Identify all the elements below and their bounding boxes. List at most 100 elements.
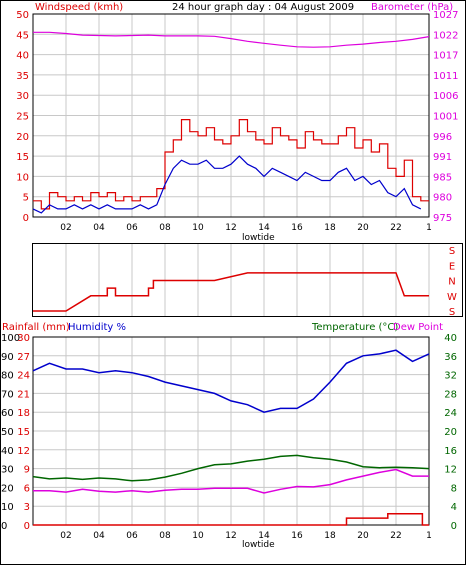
windspeed-tick-label: 0 xyxy=(23,213,29,224)
barometer-tick-label: 996 xyxy=(433,132,452,143)
rain-tick-label: 3 xyxy=(24,502,30,513)
windspeed-tick-label: 30 xyxy=(16,91,29,102)
windspeed-ticks: 0 5 10 15 20 25 30 35 40 45 50 xyxy=(16,10,29,224)
temp-x-tick-label: 02 xyxy=(60,531,71,541)
barometer-axis-label: Barometer (hPa) xyxy=(371,2,453,13)
temp-x-tick-label: 10 xyxy=(192,531,204,541)
wind-x-tick-label: 06 xyxy=(126,223,138,233)
rain-tick-label: 0 xyxy=(24,521,30,532)
temperature-tick-label: 16 xyxy=(444,446,457,457)
temp-x-tick-label: 06 xyxy=(126,531,138,541)
wind-x-tick-label: 18 xyxy=(324,223,336,233)
temp-x-tick-label: 1 xyxy=(426,531,432,541)
windspeed-axis-label: Windspeed (kmh) xyxy=(35,2,123,13)
rain-tick-label: 27 xyxy=(17,352,30,363)
wind-x-tick-label: 12 xyxy=(225,223,236,233)
humidity-tick-label: 70 xyxy=(1,389,14,400)
rain-tick-label: 9 xyxy=(24,465,30,476)
temp-x-tick-label: 08 xyxy=(159,531,171,541)
barometer-tick-label: 1022 xyxy=(433,30,458,41)
windspeed-tick-label: 20 xyxy=(16,132,29,143)
rain-ticks: 0 3 6 9 12 15 18 21 24 27 30 xyxy=(17,333,30,532)
humidity-ticks: 0 10 20 30 40 50 60 70 80 90 100 xyxy=(1,333,20,532)
barometer-tick-label: 1011 xyxy=(433,71,458,82)
wind-x-tick-label: 10 xyxy=(192,223,204,233)
wind-grid xyxy=(33,13,430,218)
barometer-tick-label: 985 xyxy=(433,172,452,183)
dewpoint-axis-label: Dew Point xyxy=(393,322,443,333)
wind-x-tick-label: 16 xyxy=(291,223,303,233)
direction-tick-label: S xyxy=(449,246,455,257)
chart-title: 24 hour graph day : 04 August 2009 xyxy=(172,2,354,13)
temp-grid xyxy=(33,336,430,526)
rain-tick-label: 18 xyxy=(17,408,30,419)
rain-tick-label: 6 xyxy=(24,483,30,494)
direction-tick-label: W xyxy=(447,292,457,303)
windspeed-tick-label: 15 xyxy=(16,152,29,163)
humidity-line xyxy=(32,349,430,413)
barometer-tick-label: 980 xyxy=(433,193,452,204)
windspeed-tick-label: 10 xyxy=(16,172,29,183)
humidity-tick-label: 30 xyxy=(1,465,14,476)
lowtide-marker: lowtide xyxy=(242,233,275,243)
windspeed-tick-label: 45 xyxy=(16,30,29,41)
windspeed-tick-label: 40 xyxy=(16,51,29,62)
direction-tick-label: N xyxy=(448,277,455,288)
barometer-ticks: 975 980 985 991 996 1001 1006 1011 1017 1022 1027 xyxy=(433,10,458,224)
rainfall-axis-label: Rainfall (mm) xyxy=(2,322,70,333)
temperature-axis-label: Temperature (°C) xyxy=(311,322,398,333)
temp-x-tick-label: 18 xyxy=(324,531,336,541)
average-windspeed-line xyxy=(32,155,422,214)
wind-x-tick-label: 22 xyxy=(390,223,401,233)
humidity-tick-label: 100 xyxy=(1,333,20,344)
direction-tick-label: S xyxy=(449,307,455,318)
temperature-ticks: 0 4 8 12 16 20 24 28 32 36 40 xyxy=(444,333,457,532)
barometer-tick-label: 975 xyxy=(433,213,452,224)
windspeed-tick-label: 50 xyxy=(16,10,29,21)
rain-tick-label: 30 xyxy=(17,333,30,344)
rain-tick-label: 24 xyxy=(17,371,30,382)
humidity-tick-label: 40 xyxy=(1,446,14,457)
humidity-tick-label: 20 xyxy=(1,483,14,494)
humidity-axis-label: Humidity % xyxy=(68,322,126,333)
temperature-tick-label: 12 xyxy=(444,465,457,476)
dewpoint-line xyxy=(33,468,429,494)
wind-x-ticks: 02 04 06 08 10 12 14 16 18 20 22 1 xyxy=(60,223,432,233)
temperature-tick-label: 8 xyxy=(451,483,457,494)
barometer-tick-label: 1006 xyxy=(433,91,458,102)
wind-x-tick-label: 14 xyxy=(258,223,270,233)
temp-x-tick-label: 20 xyxy=(357,531,369,541)
wind-barometer-panel: 0 5 10 15 20 25 30 35 40 45 50 975 980 985 991 996 1001… xyxy=(16,2,458,243)
temperature-tick-label: 4 xyxy=(451,502,457,513)
rainfall-line xyxy=(33,512,429,526)
barometer-tick-label: 1001 xyxy=(433,112,458,123)
temperature-tick-label: 28 xyxy=(444,389,457,400)
barometer-tick-label: 1017 xyxy=(433,51,458,62)
direction-grid xyxy=(65,244,430,316)
temperature-tick-label: 0 xyxy=(451,521,457,532)
wind-direction-line xyxy=(33,272,429,312)
temp-x-tick-label: 04 xyxy=(93,531,105,541)
wind-x-tick-label: 20 xyxy=(357,223,369,233)
barometer-line xyxy=(33,31,430,48)
windspeed-tick-label: 25 xyxy=(16,112,29,123)
direction-series xyxy=(33,272,429,312)
windspeed-line xyxy=(33,119,429,210)
humidity-tick-label: 90 xyxy=(1,352,14,363)
rain-tick-label: 21 xyxy=(17,389,30,400)
humidity-tick-label: 0 xyxy=(1,521,7,532)
barometer-tick-label: 1027 xyxy=(433,10,458,21)
wind-x-tick-label: 1 xyxy=(426,223,432,233)
temperature-tick-label: 40 xyxy=(444,333,457,344)
wind-x-tick-label: 04 xyxy=(93,223,105,233)
temp-x-tick-label: 22 xyxy=(390,531,401,541)
lowtide-marker: lowtide xyxy=(242,540,275,550)
direction-frame xyxy=(32,243,463,317)
barometer-tick-label: 991 xyxy=(433,152,452,163)
humidity-tick-label: 80 xyxy=(1,371,14,382)
wind-x-tick-label: 02 xyxy=(60,223,71,233)
temp-series xyxy=(32,349,430,526)
